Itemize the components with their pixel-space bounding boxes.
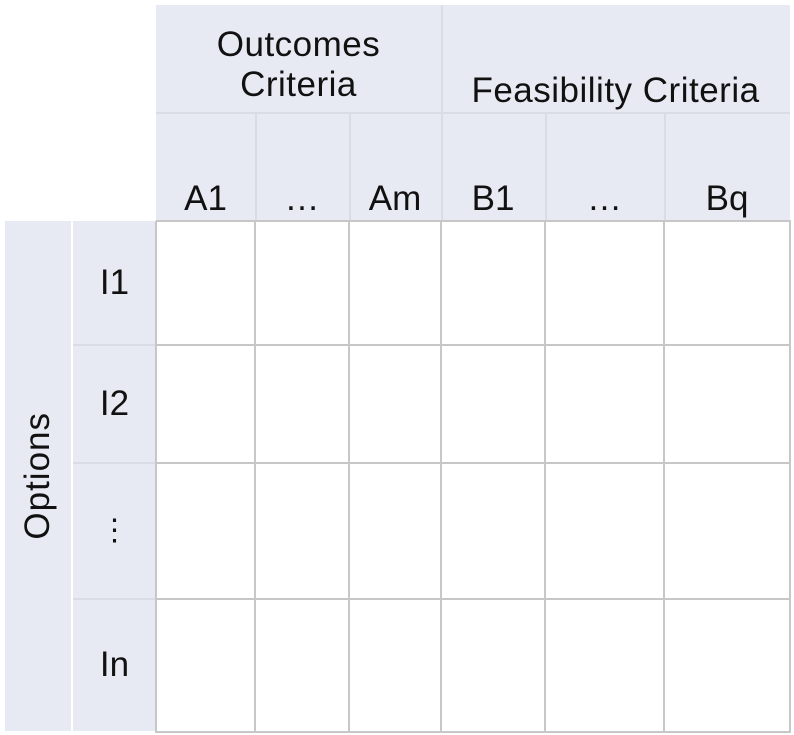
row-header-divider <box>73 598 156 600</box>
outcomes-criteria-header: Outcomes Criteria <box>156 5 441 113</box>
row-header-divider <box>71 221 73 731</box>
outcomes-criteria-label: Outcomes Criteria <box>216 25 381 104</box>
matrix-body <box>156 221 790 731</box>
row-header-divider <box>73 344 156 346</box>
feasibility-criteria-label: Feasibility Criteria <box>471 71 760 110</box>
header-divider <box>664 113 666 221</box>
header-divider <box>156 112 790 114</box>
column-label: Bq <box>705 179 749 218</box>
matrix-gridline <box>156 462 791 464</box>
options-label: Options <box>18 412 57 540</box>
matrix-gridline <box>155 221 157 733</box>
header-divider <box>545 113 547 221</box>
matrix-gridline <box>663 221 665 733</box>
matrix-gridline <box>156 731 791 733</box>
row-header-i2: I2 <box>73 345 156 463</box>
options-row-group: Options <box>5 221 71 731</box>
column-label: B1 <box>471 179 515 218</box>
column-label: … <box>284 179 320 218</box>
row-header-ellipsis: ⋮ <box>73 463 156 599</box>
matrix-gridline <box>440 221 442 733</box>
column-header-a1: A1 <box>156 113 255 221</box>
column-header-b1: B1 <box>441 113 545 221</box>
row-label: In <box>99 645 130 684</box>
matrix-gridline <box>789 221 791 733</box>
matrix-gridline <box>544 221 546 733</box>
column-header-am: Am <box>349 113 441 221</box>
column-header-b-ellipsis: … <box>545 113 664 221</box>
column-label: A1 <box>184 179 227 218</box>
row-label: I1 <box>99 263 130 302</box>
row-header-in: In <box>73 599 156 731</box>
matrix-gridline <box>156 344 791 346</box>
header-divider <box>349 113 351 221</box>
matrix-gridline <box>156 598 791 600</box>
row-label: ⋮ <box>99 514 130 547</box>
matrix-gridline <box>254 221 256 733</box>
matrix-gridline <box>348 221 350 733</box>
row-header-i1: I1 <box>73 221 156 345</box>
matrix-gridline <box>156 220 791 222</box>
column-header-bq: Bq <box>664 113 790 221</box>
row-header-divider <box>73 462 156 464</box>
column-label: … <box>587 179 622 218</box>
column-label: Am <box>368 179 422 218</box>
feasibility-criteria-header: Feasibility Criteria <box>441 5 790 113</box>
row-label: I2 <box>99 384 130 423</box>
header-divider <box>255 113 257 221</box>
column-header-a-ellipsis: … <box>255 113 349 221</box>
